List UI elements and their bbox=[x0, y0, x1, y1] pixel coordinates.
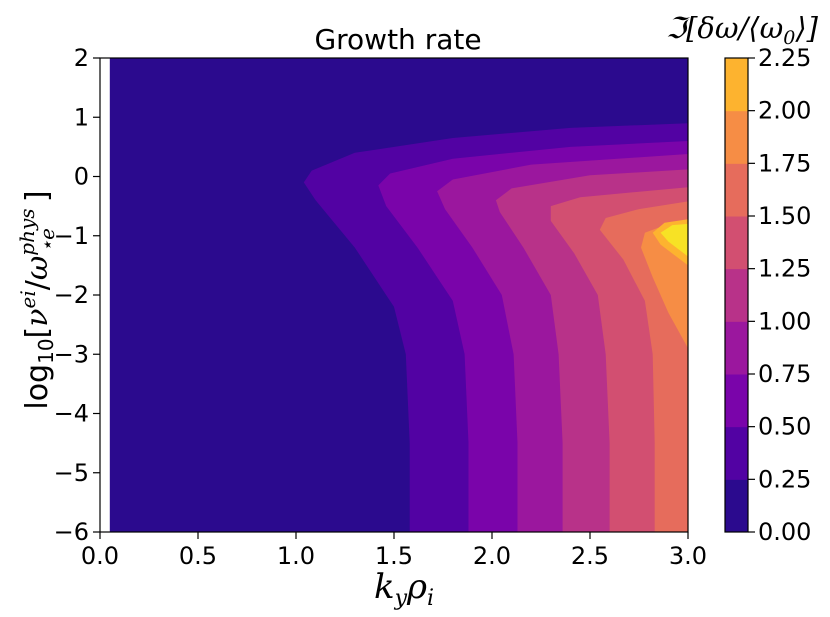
y-tick-label: 1 bbox=[74, 103, 89, 131]
contour-band-peak bbox=[660, 223, 688, 257]
y-tick-label: −4 bbox=[54, 400, 89, 428]
colorbar-tick-label: 1.75 bbox=[758, 149, 811, 177]
colorbar-band bbox=[725, 321, 748, 375]
colorbar-band bbox=[725, 58, 748, 112]
colorbar-band bbox=[725, 479, 748, 533]
y-axis-label: log10[νei/ωphys⋆e] bbox=[15, 190, 59, 409]
colorbar-ticks: 0.00 0.25 0.50 0.75 1.00 1.25 1.50 1.75 2.00 2.25 bbox=[748, 44, 811, 546]
colorbar bbox=[725, 58, 748, 533]
colorbar-tick-label: 0.25 bbox=[758, 465, 811, 493]
y-tick-label: 2 bbox=[74, 44, 89, 72]
x-tick-label: 0.0 bbox=[81, 542, 119, 570]
colorbar-frame bbox=[724, 57, 749, 533]
x-axis-label: kyρi bbox=[374, 567, 434, 611]
colorbar-tick-label: 2.25 bbox=[758, 44, 811, 72]
colorbar-band bbox=[725, 374, 748, 428]
colorbar-label: ℑ[δω/⟨ω0⟩] bbox=[666, 11, 819, 49]
colorbar-tick-label: 2.00 bbox=[758, 97, 811, 125]
colorbar-tick-label: 1.50 bbox=[758, 202, 811, 230]
chart-title: Growth rate bbox=[314, 23, 481, 56]
colorbar-band bbox=[725, 268, 748, 322]
colorbar-band bbox=[725, 216, 748, 270]
x-tick-label: 1.0 bbox=[277, 542, 315, 570]
y-tick-label: −3 bbox=[54, 340, 89, 368]
colorbar-tick-label: 0.75 bbox=[758, 360, 811, 388]
x-axis-ticks: 0.0 0.5 1.0 1.5 2.0 2.5 3.0 bbox=[81, 532, 707, 570]
x-tick-label: 2.0 bbox=[473, 542, 511, 570]
colorbar-band bbox=[725, 426, 748, 480]
x-tick-label: 3.0 bbox=[669, 542, 707, 570]
colorbar-tick-label: 1.25 bbox=[758, 255, 811, 283]
colorbar-tick-label: 0.50 bbox=[758, 413, 811, 441]
colorbar-band bbox=[725, 163, 748, 217]
y-tick-label: −6 bbox=[54, 518, 89, 546]
y-tick-label: 0 bbox=[74, 163, 89, 191]
y-tick-label: −1 bbox=[54, 222, 89, 250]
x-tick-label: 0.5 bbox=[179, 542, 217, 570]
x-tick-label: 1.5 bbox=[375, 542, 413, 570]
y-axis-ticks: −6 −5 −4 −3 −2 −1 0 1 2 bbox=[54, 44, 100, 546]
colorbar-tick-label: 0.00 bbox=[758, 518, 811, 546]
colorbar-band bbox=[725, 110, 748, 164]
x-tick-label: 2.5 bbox=[571, 542, 609, 570]
y-tick-label: −2 bbox=[54, 281, 89, 309]
y-tick-label: −5 bbox=[54, 459, 89, 487]
contour-fills bbox=[100, 58, 688, 532]
colorbar-tick-label: 1.00 bbox=[758, 307, 811, 335]
